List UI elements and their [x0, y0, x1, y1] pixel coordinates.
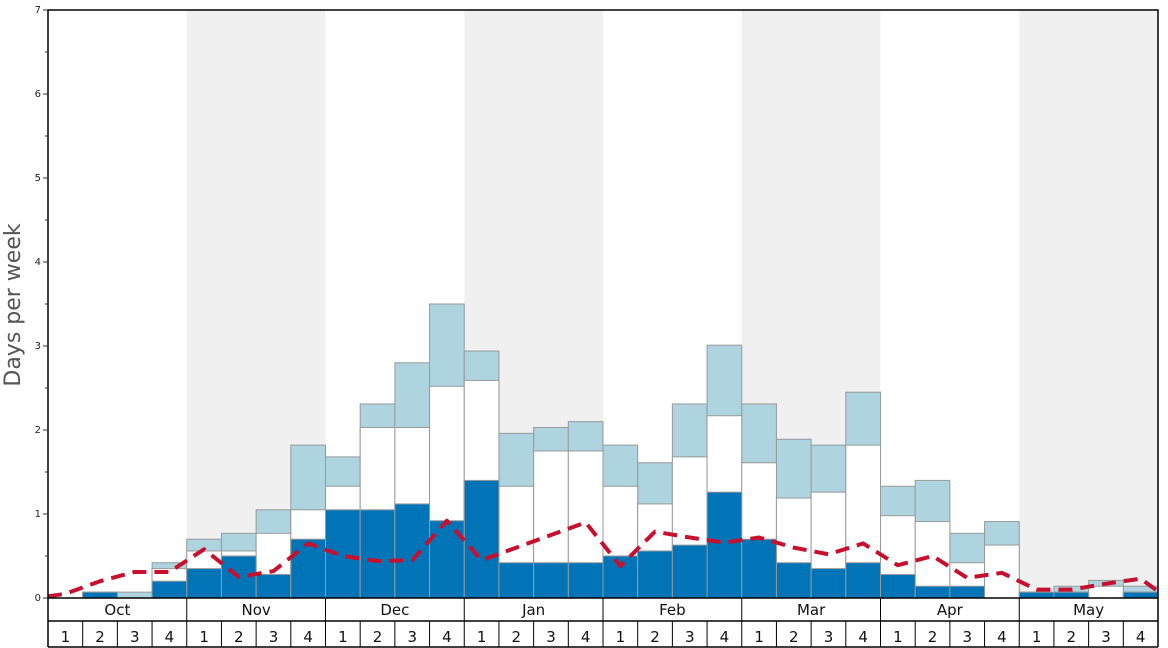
week-label: 2: [234, 628, 244, 646]
week-label: 4: [165, 628, 175, 646]
month-label: Jan: [521, 601, 545, 619]
month-label: Nov: [241, 601, 270, 619]
month-shade: [1019, 10, 1158, 598]
week-label: 2: [789, 628, 799, 646]
bar: [463, 479, 500, 599]
bar: [151, 580, 188, 599]
month-label: Apr: [937, 601, 964, 619]
month-label: Feb: [659, 601, 686, 619]
bar: [359, 509, 396, 599]
bar: [186, 568, 222, 599]
month-label: Mar: [797, 601, 826, 619]
y-tick-label: 5: [35, 173, 41, 184]
y-tick-label: 6: [35, 89, 41, 100]
y-tick-label: 2: [35, 425, 41, 436]
bar: [82, 591, 118, 599]
week-label: 4: [997, 628, 1007, 646]
bar: [880, 573, 916, 599]
bars: [82, 303, 1159, 599]
week-label: 4: [442, 628, 452, 646]
bar: [325, 509, 361, 599]
bar: [914, 585, 951, 599]
week-label: 2: [95, 628, 105, 646]
week-label: 1: [199, 628, 209, 646]
bar: [706, 491, 743, 599]
bar: [394, 503, 431, 599]
month-label: Dec: [380, 601, 409, 619]
week-label: 1: [338, 628, 348, 646]
bar: [498, 562, 535, 599]
bar: [533, 562, 569, 599]
bar: [602, 555, 639, 599]
month-label: Oct: [104, 601, 130, 619]
week-label: 3: [962, 628, 972, 646]
week-label: 4: [303, 628, 313, 646]
week-label: 2: [928, 628, 938, 646]
y-tick-label: 4: [35, 257, 41, 268]
bar: [1053, 591, 1090, 599]
bar: [637, 550, 673, 599]
bar: [845, 562, 881, 599]
bar: [255, 573, 292, 599]
bar: [1018, 591, 1055, 599]
week-label: 3: [685, 628, 695, 646]
bar: [810, 568, 847, 599]
week-label: 2: [650, 628, 660, 646]
week-label: 2: [512, 628, 522, 646]
y-axis-label: Days per week: [1, 223, 26, 386]
bar: [949, 585, 986, 599]
bar: [1088, 585, 1124, 599]
week-label: 1: [1032, 628, 1042, 646]
trend-line: [47, 518, 1160, 599]
month-label: May: [1073, 601, 1104, 619]
week-label: 4: [720, 628, 730, 646]
week-label: 2: [373, 628, 383, 646]
week-label: 2: [1067, 628, 1077, 646]
week-label: 1: [61, 628, 71, 646]
bar: [567, 562, 604, 599]
week-label: 4: [581, 628, 591, 646]
bar: [290, 538, 326, 599]
y-tick-label: 7: [35, 5, 41, 16]
trend-series: [47, 518, 1160, 599]
y-tick-label: 1: [35, 509, 41, 520]
y-tick-label: 0: [35, 593, 41, 604]
week-label: 3: [130, 628, 140, 646]
week-label: 3: [546, 628, 556, 646]
week-label: 1: [477, 628, 487, 646]
week-label: 4: [1136, 628, 1146, 646]
bar: [775, 562, 812, 599]
week-label: 1: [616, 628, 626, 646]
bar: [741, 538, 777, 599]
week-label: 1: [893, 628, 903, 646]
bar: [116, 591, 153, 599]
bar: [984, 544, 1020, 599]
bar: [1122, 591, 1159, 599]
week-label: 3: [824, 628, 834, 646]
week-label: 1: [754, 628, 764, 646]
x-axis: Oct Nov Dec Jan Feb Mar Apr May 1 2 3 4 1 2 3 4 1 2 3 4 1 2 3 4…: [47, 598, 1159, 648]
month-shading: [186, 10, 1158, 598]
week-label: 4: [858, 628, 868, 646]
bar: [671, 544, 708, 599]
week-label: 3: [1101, 628, 1111, 646]
y-tick-label: 3: [35, 341, 41, 352]
week-label: 3: [407, 628, 417, 646]
week-label: 3: [269, 628, 279, 646]
